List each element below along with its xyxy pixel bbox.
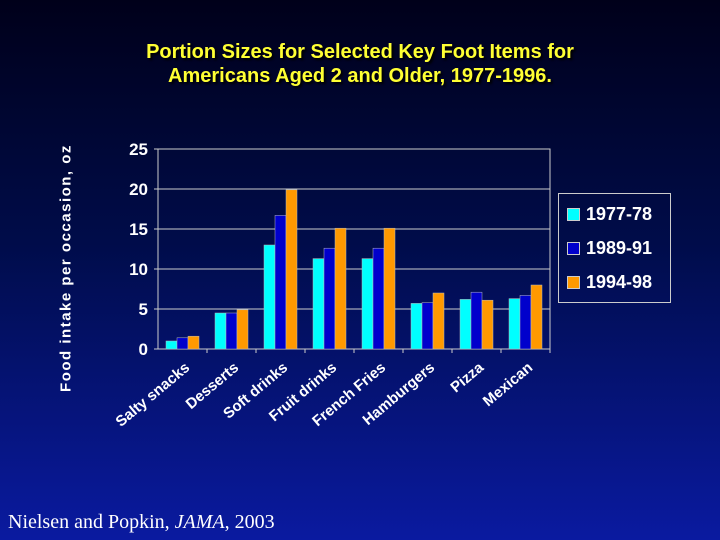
- legend-swatch: [567, 242, 580, 255]
- legend: 1977-78 1989-91 1994-98: [558, 193, 671, 303]
- y-tick-label: 25: [129, 140, 148, 159]
- bar-1977-78-pizza: [459, 299, 472, 350]
- legend-item: 1989-91: [567, 238, 652, 259]
- bar-1977-78-desserts: [214, 312, 227, 350]
- bar-1989-91-hamburgers: [421, 302, 434, 350]
- legend-label: 1989-91: [586, 238, 653, 258]
- bar-1977-78-salty-snacks: [165, 340, 178, 350]
- legend-item: 1977-78: [567, 204, 652, 225]
- citation-journal: JAMA: [174, 511, 225, 533]
- bar-1994-98-fruit-drinks: [334, 227, 347, 350]
- y-tick-label: 15: [129, 220, 148, 239]
- bar-1994-98-salty-snacks: [187, 335, 200, 350]
- citation-authors: Nielsen and Popkin,: [8, 511, 175, 533]
- citation: Nielsen and Popkin, JAMA, 2003: [8, 511, 275, 534]
- y-tick-label: 20: [129, 180, 148, 199]
- title-line-1: Portion Sizes for Selected Key Foot Item…: [146, 41, 574, 63]
- bar-1989-91-salty-snacks: [176, 337, 189, 350]
- bar-1994-98-mexican: [530, 284, 543, 350]
- bar-1977-78-soft-drinks: [263, 244, 276, 350]
- legend-label: 1977-78: [586, 204, 653, 224]
- bar-1994-98-pizza: [481, 299, 494, 350]
- legend-label: 1994-98: [586, 272, 653, 292]
- y-tick-label: 0: [139, 340, 148, 359]
- chart-title: Portion Sizes for Selected Key Foot Item…: [0, 40, 720, 88]
- x-tick-label: Mexican: [480, 359, 536, 410]
- bar-1977-78-fruit-drinks: [312, 258, 325, 350]
- bar-1989-91-fruit-drinks: [323, 247, 336, 350]
- bar-1994-98-desserts: [236, 309, 249, 350]
- x-tick-label: Salty snacks: [113, 359, 194, 430]
- legend-item: 1994-98: [567, 272, 652, 293]
- legend-swatch: [567, 276, 580, 289]
- citation-year: , 2003: [224, 511, 275, 533]
- bar-1977-78-mexican: [508, 298, 521, 350]
- bar-1977-78-french-fries: [361, 258, 374, 350]
- bar-1994-98-soft-drinks: [285, 189, 298, 350]
- bar-1989-91-pizza: [470, 291, 483, 350]
- y-tick-label: 10: [129, 260, 148, 279]
- bar-1989-91-french-fries: [372, 247, 385, 350]
- y-tick-label: 5: [139, 300, 148, 319]
- bar-1989-91-mexican: [519, 295, 532, 350]
- legend-swatch: [567, 208, 580, 221]
- bar-1977-78-hamburgers: [410, 303, 423, 350]
- bar-1989-91-soft-drinks: [274, 215, 287, 350]
- bar-1994-98-french-fries: [383, 227, 396, 350]
- bar-1994-98-hamburgers: [432, 292, 445, 350]
- x-tick-label: Pizza: [447, 359, 487, 397]
- title-line-2: Americans Aged 2 and Older, 1977-1996.: [168, 65, 552, 87]
- bar-1989-91-desserts: [225, 312, 238, 350]
